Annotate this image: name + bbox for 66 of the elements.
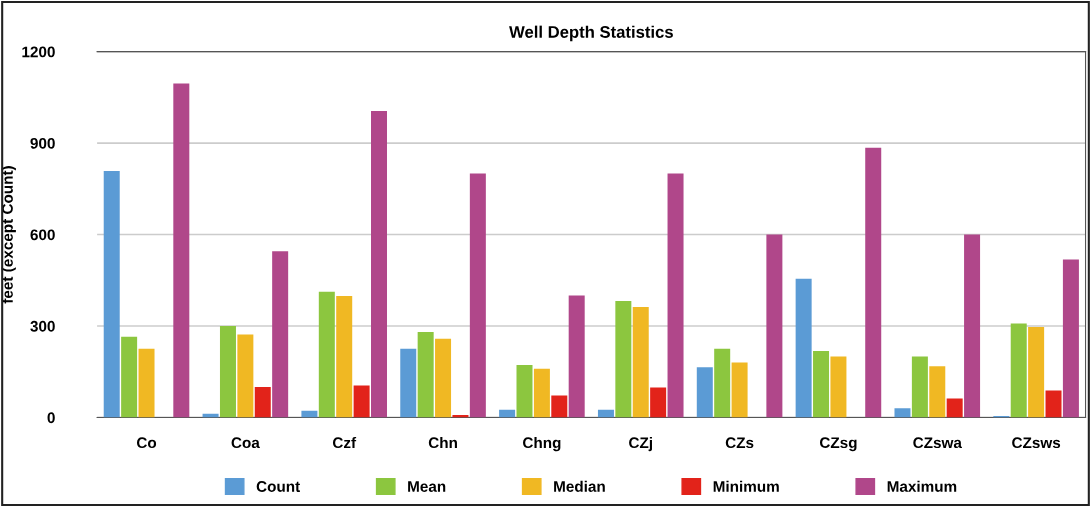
legend-label: Maximum [887,480,957,492]
x-tick-label: Czf [332,436,357,449]
bar [103,171,120,418]
bar [1010,323,1027,418]
x-tick-label: CZsws [1012,437,1061,449]
legend-label: Count [256,481,300,492]
x-tick-label: CZsg [819,437,857,452]
bar [551,395,568,418]
y-tick-label: 300 [30,320,55,332]
bar [714,348,731,418]
bar [499,409,516,418]
bar [650,387,667,418]
bar [795,278,812,418]
bar [766,234,783,418]
y-tick-label: 600 [30,229,55,241]
bar [138,348,155,418]
bar [121,336,138,418]
bar [731,362,748,418]
bar [533,368,550,418]
legend-label: Median [554,480,605,492]
bar [1028,326,1045,418]
x-tick-label: CZswa [913,437,962,449]
y-tick-label: 900 [30,137,55,149]
bar [469,173,486,418]
bar [400,348,417,418]
bar [173,83,190,418]
bar [336,296,353,418]
bar [597,409,614,418]
bar [946,398,963,418]
x-tick-label: CZj [629,436,652,452]
bar [435,338,452,418]
bar [894,408,911,418]
bar [301,410,318,418]
bar [1062,259,1079,418]
bar [830,356,847,418]
bar [516,365,533,418]
bar [813,350,830,418]
bar [964,234,981,418]
bar [911,356,928,418]
legend-label: Minimum [713,480,779,492]
bar [568,295,585,418]
x-tick-label: Chn [428,436,457,449]
bar [632,307,649,418]
bar [254,386,271,418]
bar [219,325,236,418]
bar [929,366,946,418]
x-tick-label: CZs [725,437,754,449]
x-tick-label: Chng [523,436,561,452]
x-tick-label: Coa [231,437,260,449]
bar [696,367,713,418]
bar [318,291,335,418]
chart-title: Well Depth Statistics [509,25,673,42]
bar [371,111,388,418]
x-tick-label: Co [136,437,157,449]
y-tick-label: 1200 [22,46,55,58]
bar [615,300,632,418]
bar [353,385,370,418]
bar [272,251,289,418]
y-axis-title: feet (except Count) [1,166,16,304]
bar [667,173,684,418]
y-tick-label: 0 [47,412,55,424]
bar [1045,390,1062,418]
bar [865,147,882,418]
legend-label: Mean [408,481,446,492]
bar [417,332,434,418]
bar [237,334,254,418]
